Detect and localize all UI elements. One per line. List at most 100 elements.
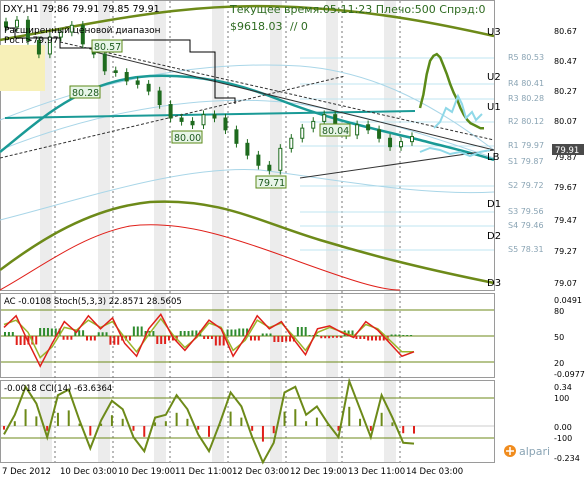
ac-axis: 0.0491 80 50 20 -0.0977 (554, 296, 585, 379)
triangle-upper (94, 51, 495, 151)
ac-bar (242, 328, 245, 336)
candle-body (179, 117, 184, 122)
cci-bar (305, 421, 308, 426)
horizontal-ma-line (4, 110, 416, 119)
ac-tick: 0.0491 (554, 296, 582, 305)
cci-bar (24, 409, 27, 426)
ac-bar (132, 326, 135, 336)
ac-bar (74, 330, 77, 336)
pivot-label: S2 79.72 (508, 181, 544, 190)
pivot-labels: R5 80.53 R4 80.41 R3 80.28 R2 80.12 R1 7… (508, 53, 544, 254)
annotation-80-00: 80.00 (171, 130, 203, 144)
ac-bar (144, 331, 147, 336)
cci-bar (272, 426, 275, 434)
ac-bar (39, 328, 42, 336)
annotation-text: 80.04 (322, 126, 349, 137)
ac-bar (117, 336, 120, 345)
ac-bar (54, 328, 57, 336)
candle-body (388, 137, 393, 148)
ac-bar (394, 334, 397, 336)
pivot-label: S4 79.46 (508, 221, 544, 230)
pivot-label: R1 79.97 (508, 141, 544, 150)
ac-bar (164, 336, 167, 344)
ac-bar (265, 333, 268, 336)
ac-bar (410, 335, 413, 336)
pivot-label: R4 80.41 (508, 79, 544, 88)
candle-body (410, 136, 414, 143)
time-tick: 12 Dec 19:00 (290, 467, 347, 477)
ac-bar (320, 336, 323, 339)
ac-tick: 20 (554, 359, 564, 368)
candle-body (124, 72, 129, 82)
pivot-label: S3 79.56 (508, 207, 544, 216)
ac-bar (355, 336, 358, 339)
candle-body (322, 114, 327, 122)
time-tick: 12 Dec 03:00 (232, 467, 289, 477)
candle-body (245, 142, 250, 156)
candle-body (278, 147, 283, 171)
time-tick: 10 Dec 03:00 (60, 467, 117, 477)
ac-panel-label: AC -0.0108 Stoch(5,3,3) 22.8571 28.5605 (4, 297, 182, 307)
cci-bar (197, 426, 200, 430)
ac-bar (363, 336, 366, 339)
ac-bar (257, 336, 260, 341)
candle-body (168, 104, 173, 119)
lower-envelope (0, 200, 495, 285)
ac-bar (335, 336, 338, 338)
ac-bar (347, 330, 350, 336)
triangle-lower (299, 149, 495, 179)
channel-low (0, 169, 495, 221)
session-band (270, 1, 282, 290)
ac-bar (351, 330, 354, 336)
ac-bar (27, 336, 30, 345)
level-label-lb: LB (487, 152, 500, 163)
cci-bar (186, 418, 189, 426)
ac-bar (168, 336, 170, 341)
ac-bar (273, 336, 276, 342)
pivot-label: R3 80.28 (508, 94, 544, 103)
cci-bar (46, 426, 49, 431)
ac-bar (191, 330, 194, 336)
level-labels: U3 U2 U1 LB D1 D2 D3 (487, 27, 501, 289)
cci-bar (78, 423, 81, 426)
ac-bar (382, 336, 385, 341)
ac-bar (23, 336, 26, 345)
cci-tick: 100 (554, 394, 569, 403)
ac-bar (371, 336, 374, 341)
ac-bar (160, 336, 163, 344)
level-label-u2: U2 (487, 72, 501, 83)
cci-bar (154, 422, 157, 426)
cci-bar (229, 411, 232, 426)
cci-bar (13, 421, 16, 426)
cci-bar (261, 426, 264, 442)
pivot-label: S5 78.31 (508, 245, 544, 254)
current-price-tag: 79.91 (552, 144, 584, 156)
ac-bar (179, 331, 182, 336)
level-label-d2: D2 (487, 231, 501, 242)
ac-bar (253, 336, 256, 341)
ac-bar (11, 332, 14, 336)
ac-bar (285, 336, 288, 342)
ac-bar (339, 336, 342, 338)
ac-bar (277, 336, 280, 342)
cci-bar (348, 406, 351, 426)
ac-bar (238, 328, 241, 336)
session-band (212, 1, 224, 290)
ac-bar (82, 330, 85, 336)
ac-bar (187, 331, 190, 336)
ac-bar (226, 329, 229, 336)
cci-bar (121, 418, 124, 426)
cci-bar (143, 426, 146, 437)
candle-body (256, 154, 261, 166)
ac-bar (218, 336, 221, 346)
cci-bar (175, 412, 178, 426)
session-band (154, 381, 166, 462)
annotation-80-04: 80.04 (319, 123, 351, 137)
ac-bar (398, 334, 401, 336)
ac-bar (35, 336, 38, 345)
ac-bar (230, 329, 233, 336)
cci-bar (326, 424, 329, 426)
session-band (40, 381, 52, 462)
ac-bar (7, 332, 10, 336)
ac-bar (289, 336, 292, 342)
